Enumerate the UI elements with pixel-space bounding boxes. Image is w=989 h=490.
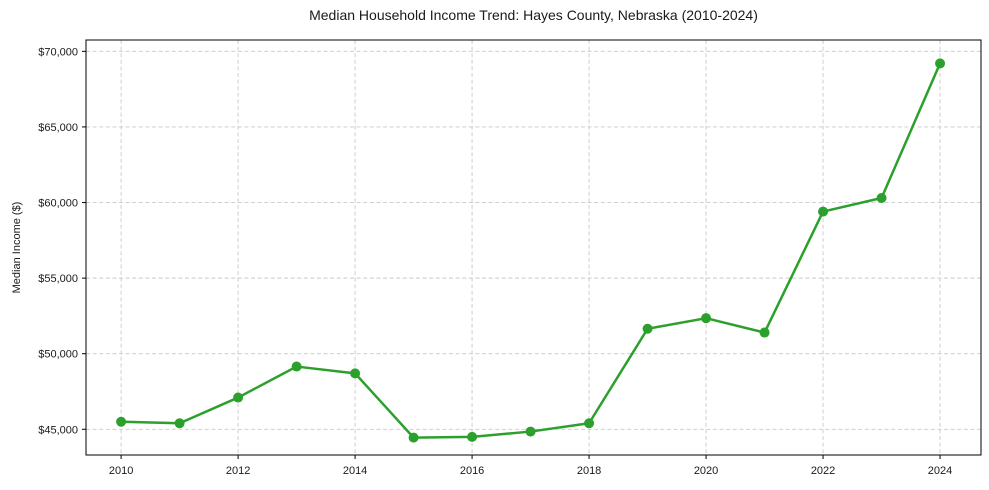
data-point-marker: [935, 58, 946, 69]
x-tick-label: 2020: [694, 465, 718, 477]
x-tick-label: 2014: [343, 465, 367, 477]
y-tick-label: $70,000: [38, 46, 78, 58]
data-point-marker: [233, 392, 244, 403]
data-point-marker: [350, 368, 361, 379]
y-tick-label: $60,000: [38, 198, 78, 210]
axis-layer: $45,000 $50,000 $55,000 $60,000 $65,000 $70,0…: [38, 39, 982, 477]
y-tick-label: $65,000: [38, 122, 78, 134]
data-point-marker: [408, 432, 419, 443]
y-tick-label: $45,000: [38, 424, 78, 436]
x-tick-label: 2016: [460, 465, 484, 477]
data-point-marker: [818, 206, 829, 217]
y-tick-label: $55,000: [38, 273, 78, 285]
data-point-marker: [642, 323, 653, 334]
series-layer: [116, 58, 946, 443]
data-point-marker: [876, 192, 887, 203]
x-tick-label: 2012: [226, 465, 250, 477]
data-point-marker: [759, 327, 770, 338]
data-point-marker: [525, 426, 536, 437]
data-point-marker: [584, 418, 595, 429]
chart-title: Median Household Income Trend: Hayes Cou…: [309, 7, 758, 23]
data-point-marker: [701, 313, 712, 324]
x-tick-label: 2022: [811, 465, 835, 477]
y-axis-label: Median Income ($): [11, 202, 23, 294]
x-tick-label: 2010: [109, 465, 133, 477]
data-point-marker: [116, 416, 127, 427]
grid-layer: [86, 40, 981, 455]
x-tick-label: 2018: [577, 465, 601, 477]
plot-border: [85, 39, 982, 456]
data-point-marker: [291, 361, 302, 372]
x-tick-label: 2024: [928, 465, 952, 477]
income-trend-line: [119, 62, 942, 439]
y-tick-label: $50,000: [38, 349, 78, 361]
data-point-marker: [467, 431, 478, 442]
data-point-marker: [174, 418, 185, 429]
